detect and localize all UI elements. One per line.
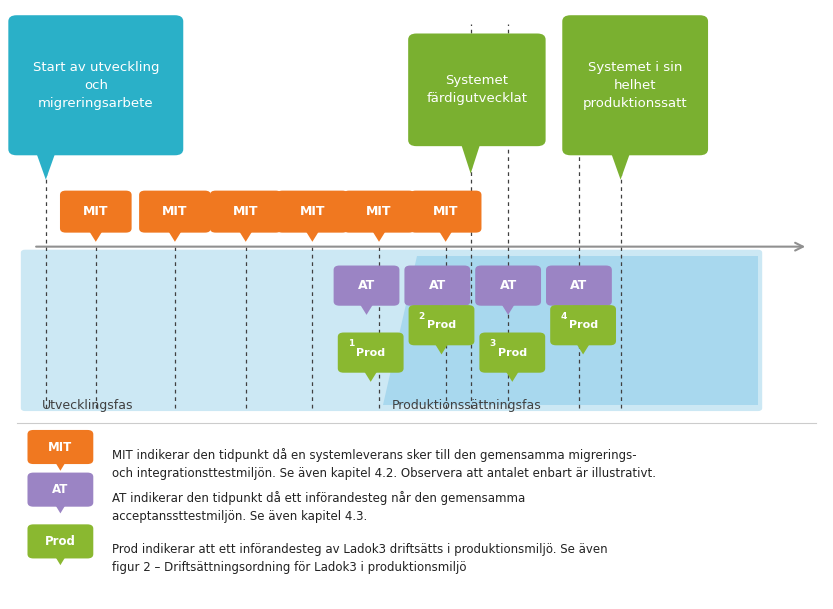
- FancyBboxPatch shape: [480, 333, 545, 373]
- Polygon shape: [460, 140, 481, 174]
- Polygon shape: [53, 502, 67, 513]
- FancyBboxPatch shape: [139, 191, 211, 233]
- FancyBboxPatch shape: [550, 305, 616, 345]
- Polygon shape: [167, 228, 183, 242]
- Polygon shape: [304, 228, 321, 242]
- FancyBboxPatch shape: [27, 430, 93, 464]
- FancyBboxPatch shape: [210, 191, 282, 233]
- FancyBboxPatch shape: [546, 266, 611, 306]
- Text: AT: AT: [500, 279, 516, 292]
- Polygon shape: [53, 554, 67, 565]
- Text: MIT: MIT: [48, 440, 72, 454]
- FancyBboxPatch shape: [277, 191, 348, 233]
- Polygon shape: [610, 149, 631, 180]
- Text: Produktionssättningsfas: Produktionssättningsfas: [392, 399, 541, 412]
- FancyBboxPatch shape: [27, 524, 93, 558]
- Polygon shape: [362, 368, 379, 382]
- FancyBboxPatch shape: [475, 266, 541, 306]
- FancyBboxPatch shape: [60, 191, 132, 233]
- Text: MIT: MIT: [83, 205, 108, 218]
- Polygon shape: [53, 460, 67, 471]
- Polygon shape: [571, 301, 587, 315]
- Polygon shape: [371, 228, 387, 242]
- Text: MIT: MIT: [367, 205, 392, 218]
- Text: 2: 2: [419, 312, 425, 321]
- FancyBboxPatch shape: [562, 15, 708, 155]
- Text: Prod: Prod: [45, 535, 76, 548]
- Text: MIT: MIT: [233, 205, 258, 218]
- FancyBboxPatch shape: [408, 33, 546, 146]
- Text: 3: 3: [490, 339, 496, 348]
- Text: 1: 1: [347, 339, 354, 348]
- Text: MIT indikerar den tidpunkt då en systemleverans sker till den gemensamma migreri: MIT indikerar den tidpunkt då en systeml…: [112, 448, 656, 479]
- Polygon shape: [437, 228, 454, 242]
- Polygon shape: [429, 301, 446, 315]
- Text: AT: AT: [571, 279, 587, 292]
- Polygon shape: [500, 301, 516, 315]
- FancyBboxPatch shape: [405, 266, 470, 306]
- Text: MIT: MIT: [162, 205, 187, 218]
- FancyBboxPatch shape: [27, 473, 93, 507]
- Text: Prod: Prod: [357, 348, 385, 357]
- Text: AT: AT: [429, 279, 446, 292]
- Text: AT: AT: [358, 279, 375, 292]
- Polygon shape: [575, 341, 591, 354]
- Polygon shape: [358, 301, 375, 315]
- Text: 4: 4: [560, 312, 566, 321]
- Polygon shape: [87, 228, 104, 242]
- Text: Systemet i sin
helhet
produktionssatt: Systemet i sin helhet produktionssatt: [583, 61, 687, 110]
- Text: Start av utveckling
och
migreringsarbete: Start av utveckling och migreringsarbete: [32, 61, 159, 110]
- Text: AT indikerar den tidpunkt då ett införandesteg når den gemensamma
acceptanssttes: AT indikerar den tidpunkt då ett införan…: [112, 491, 526, 523]
- Text: Systemet
färdigutvecklat: Systemet färdigutvecklat: [426, 74, 527, 105]
- Text: Prod indikerar att ett införandesteg av Ladok3 driftsätts i produktionsmiljö. Se: Prod indikerar att ett införandesteg av …: [112, 543, 608, 574]
- FancyBboxPatch shape: [338, 333, 403, 373]
- FancyBboxPatch shape: [409, 305, 475, 345]
- FancyBboxPatch shape: [343, 191, 415, 233]
- Text: Prod: Prod: [498, 348, 526, 357]
- Text: MIT: MIT: [300, 205, 325, 218]
- FancyBboxPatch shape: [21, 250, 762, 411]
- FancyBboxPatch shape: [410, 191, 481, 233]
- Text: MIT: MIT: [433, 205, 458, 218]
- Text: Prod: Prod: [427, 320, 456, 330]
- Text: Utvecklingsfas: Utvecklingsfas: [42, 399, 133, 412]
- Text: Prod: Prod: [569, 320, 597, 330]
- Text: AT: AT: [52, 483, 68, 496]
- Polygon shape: [237, 228, 254, 242]
- Polygon shape: [35, 149, 57, 180]
- FancyBboxPatch shape: [333, 266, 400, 306]
- Polygon shape: [383, 256, 758, 405]
- Polygon shape: [504, 368, 521, 382]
- FancyBboxPatch shape: [8, 15, 183, 155]
- Polygon shape: [433, 341, 450, 354]
